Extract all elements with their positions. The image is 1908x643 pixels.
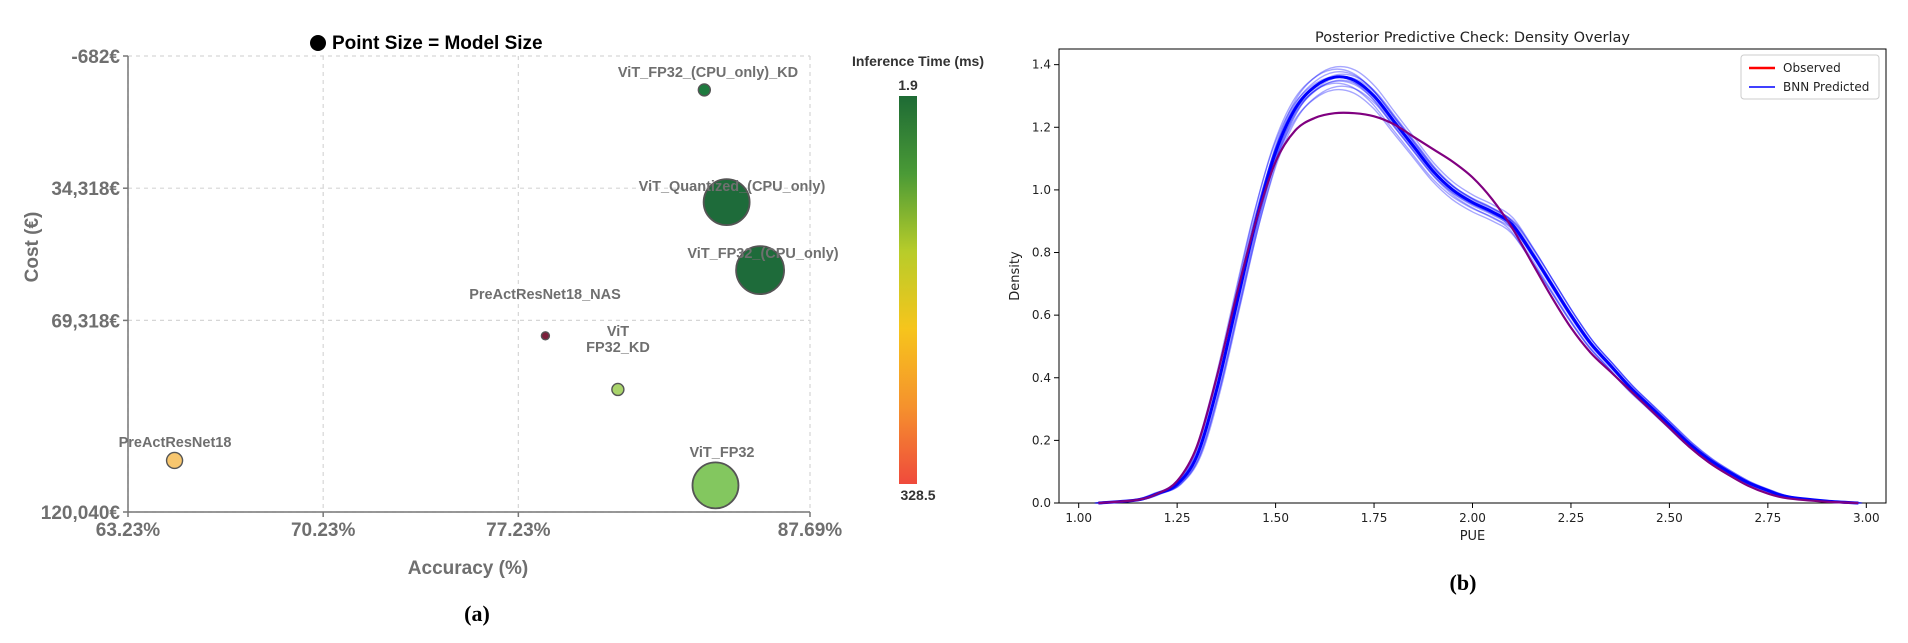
legend-box (1740, 54, 1880, 100)
y-tick-label: 34,318€ (51, 179, 120, 200)
x-tick-label: 2.00 (1459, 511, 1486, 525)
chart-a-points: ViT_FP32_(CPU_only)_KD ViT_Quantized_(CPU… (119, 65, 839, 510)
chart-b-frame (1058, 48, 1887, 504)
point-label: ViT_Quantized_(CPU_only) (639, 179, 826, 195)
legend-label: BNN Predicted (1783, 80, 1869, 94)
chart-a-x-ticks: 63.23% 70.23% 77.23% 87.69% (96, 512, 843, 541)
x-tick-label: 1.50 (1262, 511, 1289, 525)
bnn-predicted-draw (1102, 76, 1863, 504)
panel-b-density: Posterior Predictive Check: Density Over… (1008, 30, 1887, 595)
point-label: ViT_FP32_(CPU_only)_KD (618, 65, 798, 81)
bnn-predicted-draw (1095, 82, 1856, 504)
bnn-predicted-line (1098, 75, 1859, 505)
bnn-predicted-draw (1097, 88, 1858, 504)
chart-b-y-axis-label: Density (1008, 251, 1023, 301)
x-tick-label: 1.00 (1065, 511, 1092, 525)
y-tick-label: 0.0 (1032, 496, 1051, 510)
legend-label: Observed (1783, 61, 1841, 75)
chart-b-legend: Observed BNN Predicted (1740, 54, 1880, 100)
y-tick-label: 69,318€ (51, 311, 120, 332)
scatter-point (691, 461, 740, 510)
x-tick-label: 2.25 (1558, 511, 1585, 525)
chart-b-y-ticks: 0.0 0.2 0.4 0.6 0.8 1.0 1.2 1.4 (1032, 58, 1059, 510)
bnn-predicted-draw (1098, 70, 1859, 504)
chart-a-y-ticks: -682€ 34,318€ 69,318€ 120,040€ (41, 47, 128, 524)
bnn-predicted-draw (1101, 73, 1862, 504)
scatter-point (165, 451, 184, 470)
y-tick-label: 0.2 (1032, 433, 1051, 447)
x-tick-label: 2.50 (1656, 511, 1683, 525)
y-tick-label: 1.2 (1032, 120, 1051, 134)
scatter-point (611, 382, 625, 397)
y-tick-label: 0.6 (1032, 308, 1051, 322)
scatter-point (702, 178, 751, 227)
point-label: ViT_FP32_(CPU_only) (687, 246, 838, 262)
bnn-predicted-draw (1094, 76, 1855, 504)
x-tick-label: 1.75 (1361, 511, 1388, 525)
chart-b-x-axis-label: PUE (1460, 529, 1486, 544)
y-tick-label: 120,040€ (41, 503, 121, 524)
bnn-predicted-draw (1099, 79, 1861, 504)
point-label: ViT_FP32 (689, 445, 754, 461)
panel-a-scatter: Point Size = Model Size -682€ 34,318€ 69,3… (22, 33, 984, 626)
scatter-point (735, 245, 785, 296)
observed-line (1098, 111, 1859, 505)
bnn-predicted-draw (1096, 76, 1857, 504)
chart-a-y-axis-label: Cost (€) (22, 212, 43, 283)
colorbar-gradient (899, 96, 917, 484)
chart-a-title: Point Size = Model Size (332, 33, 543, 54)
scatter-point (697, 83, 712, 97)
chart-b-series (1094, 65, 1863, 505)
bnn-predicted-draw (1099, 65, 1860, 504)
colorbar-max-label: 328.5 (900, 487, 935, 503)
x-tick-label: 3.00 (1853, 511, 1880, 525)
bnn-predicted-draw (1100, 85, 1861, 504)
x-tick-label: 70.23% (291, 520, 356, 541)
x-tick-label: 1.25 (1164, 511, 1191, 525)
colorbar-label: Inference Time (ms) (852, 53, 984, 69)
colorbar: Inference Time (ms) 1.9 328.5 (852, 53, 984, 503)
chart-a-axes (127, 56, 810, 513)
chart-b-axes (1058, 48, 1887, 504)
y-tick-label: 0.8 (1032, 246, 1051, 260)
panel-b-label: (b) (1450, 570, 1477, 595)
x-tick-label: 63.23% (96, 520, 161, 541)
colorbar-min-label: 1.9 (898, 77, 918, 93)
bnn-predicted-draw (1098, 80, 1859, 504)
y-tick-label: -682€ (71, 47, 120, 68)
scatter-point (540, 331, 551, 341)
x-tick-label: 87.69% (778, 520, 843, 541)
y-tick-label: 1.4 (1032, 58, 1051, 72)
x-tick-label: 2.75 (1754, 511, 1781, 525)
panel-a-label: (a) (464, 601, 490, 626)
point-label: ViT FP32_KD (586, 324, 650, 356)
y-tick-label: 1.0 (1032, 183, 1051, 197)
chart-a-x-axis-label: Accuracy (%) (408, 558, 528, 579)
chart-b-title: Posterior Predictive Check: Density Over… (1315, 30, 1630, 46)
bnn-predicted-draw (1095, 68, 1857, 504)
point-label: PreActResNet18 (119, 435, 232, 451)
chart-b-x-ticks: 1.00 1.25 1.50 1.75 2.00 2.25 2.50 2.75 3.00 (1065, 503, 1880, 525)
title-marker-dot (310, 35, 326, 51)
point-label: PreActResNet18_NAS (469, 287, 621, 303)
x-tick-label: 77.23% (486, 520, 551, 541)
y-tick-label: 0.4 (1032, 371, 1051, 385)
